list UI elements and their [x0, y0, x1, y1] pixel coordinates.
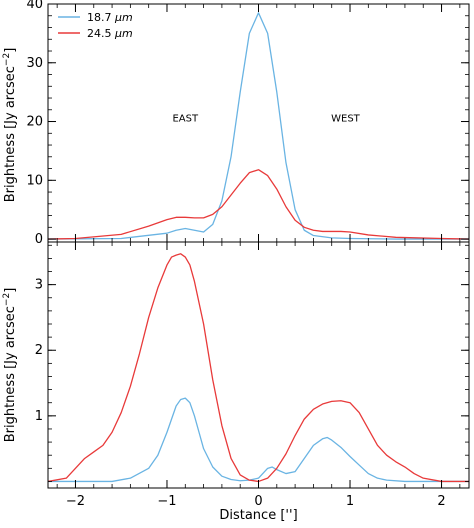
y-tick-label: 30: [26, 56, 43, 71]
series-line-0-0: [47, 12, 469, 240]
x-tick-label: −1: [157, 494, 176, 509]
legend-value: 18.7: [87, 11, 115, 24]
x-axis-title-main: Distance [: [219, 508, 285, 523]
series-line-1-1: [47, 253, 469, 483]
y-tick-label: 0: [35, 232, 43, 247]
x-axis-title: Distance ['']: [219, 508, 297, 523]
y-axis-title-main: Brightness [Jy arcsec: [3, 306, 18, 442]
legend-value: 24.5: [87, 27, 115, 40]
legend-unit: μm: [114, 27, 133, 40]
y-axis-title: Brightness [Jy arcsec−2]: [2, 48, 18, 203]
y-axis-title-close: ]: [3, 288, 18, 293]
x-axis-title-unit: '': [285, 508, 292, 523]
y-axis-title: Brightness [Jy arcsec−2]: [2, 288, 18, 443]
annotation-east: EAST: [172, 114, 199, 125]
plot-frame: [47, 241, 470, 489]
x-tick-label: −2: [66, 494, 85, 509]
y-axis-title-sup: −2: [2, 293, 12, 306]
series-line-1-0: [48, 397, 469, 483]
y-tick-label: 40: [26, 0, 43, 12]
y-tick-label: 1: [35, 409, 43, 424]
y-tick-label: 20: [26, 115, 43, 130]
legend-unit: μm: [114, 11, 133, 24]
top-panel: 0 10 20 30 40 Brightness [Jy arcsec−2] EAST WES…: [2, 0, 470, 247]
y-axis-title-close: ]: [3, 48, 18, 53]
y-axis-title-main: Brightness [Jy arcsec: [3, 66, 18, 202]
x-axis-title-close: ]: [293, 508, 298, 523]
legend-entry: 18.7 μm: [87, 11, 133, 24]
y-tick-label: 3: [35, 278, 43, 293]
y-tick-label: 10: [26, 173, 43, 188]
series-line-0-1: [47, 169, 470, 240]
x-tick-label: 0: [254, 494, 262, 509]
y-tick-label: 2: [35, 343, 43, 358]
y-axis-title-sup: −2: [2, 53, 12, 66]
x-tick-label: 1: [346, 494, 354, 509]
legend-entry: 24.5 μm: [87, 27, 133, 40]
x-tick-label: 2: [437, 494, 445, 509]
annotation-west: WEST: [331, 114, 361, 125]
